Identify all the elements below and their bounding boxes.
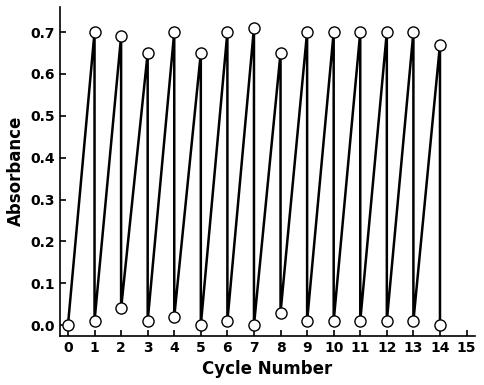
X-axis label: Cycle Number: Cycle Number (202, 360, 333, 378)
Y-axis label: Absorbance: Absorbance (7, 116, 25, 226)
